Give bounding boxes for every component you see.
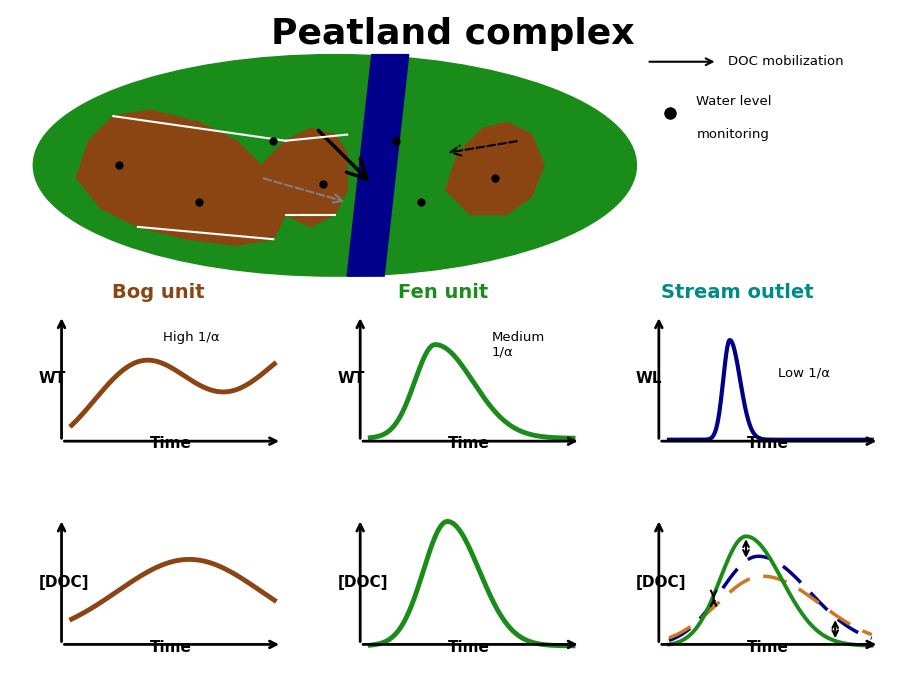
Text: WT: WT <box>338 371 365 387</box>
Ellipse shape <box>33 54 636 276</box>
Text: High 1/α: High 1/α <box>163 331 220 344</box>
Polygon shape <box>348 54 409 276</box>
Text: Time: Time <box>747 436 789 451</box>
Text: WL: WL <box>636 371 662 387</box>
Text: Time: Time <box>149 639 192 655</box>
Text: [DOC]: [DOC] <box>636 575 687 590</box>
Text: Time: Time <box>448 639 491 655</box>
Text: WT: WT <box>39 371 66 387</box>
Text: Time: Time <box>149 436 192 451</box>
Text: [DOC]: [DOC] <box>39 575 90 590</box>
Polygon shape <box>261 128 348 227</box>
Text: Fen unit: Fen unit <box>398 282 489 302</box>
Text: Water level: Water level <box>697 94 772 107</box>
Text: Stream outlet: Stream outlet <box>662 282 814 302</box>
Text: Time: Time <box>747 639 789 655</box>
Text: Low 1/α: Low 1/α <box>778 366 830 379</box>
Text: Medium
1/α: Medium 1/α <box>492 331 545 359</box>
Text: monitoring: monitoring <box>697 128 769 141</box>
Text: Peatland complex: Peatland complex <box>271 17 634 51</box>
Text: DOC mobilization: DOC mobilization <box>728 55 843 68</box>
Text: Bog unit: Bog unit <box>112 282 205 302</box>
Polygon shape <box>445 122 544 214</box>
Polygon shape <box>76 110 286 245</box>
Text: [DOC]: [DOC] <box>338 575 388 590</box>
Text: Time: Time <box>448 436 491 451</box>
